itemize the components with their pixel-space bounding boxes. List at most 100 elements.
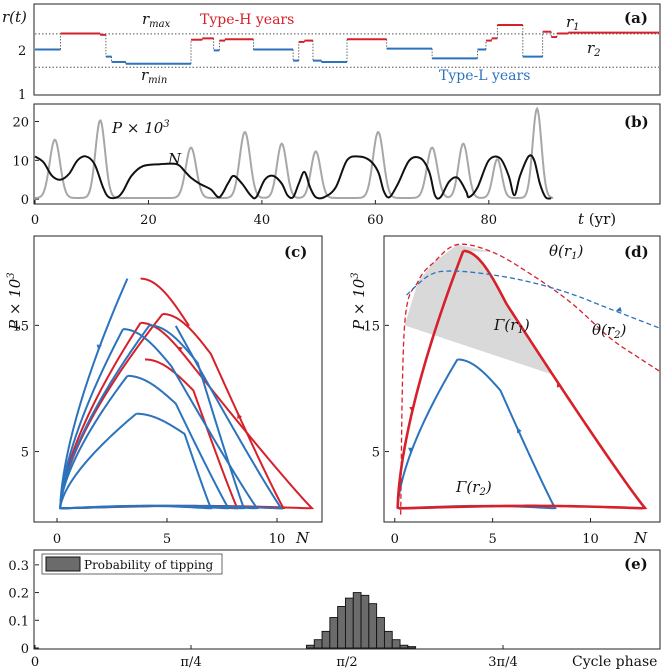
histogram-bar-10: [383, 630, 393, 649]
tipping-region-shade: [404, 244, 553, 375]
type-l-trajectory-4: [59, 412, 213, 510]
p-series-label: P × 103: [111, 119, 170, 137]
panel-e: (e) Probability of tipping 0 π/4 π/2 3π/400…: [8, 549, 661, 670]
type-l-trajectory-0: [59, 278, 284, 510]
type-h-label: Type-H years: [200, 12, 294, 28]
panel-c-arrow-red-1: [237, 412, 243, 419]
panel-d-frame: [383, 235, 661, 523]
panel-e-bars: [305, 592, 417, 649]
panel-a: (a) r(t) 2 1 rmax rmin Type-H years Type…: [2, 3, 661, 103]
histogram-bar-7: [360, 594, 370, 649]
panel-e-xtick-1: π/4: [180, 655, 201, 670]
type-l-trajectory-1: [59, 324, 246, 510]
panel-e-xtick-3: 3π/4: [488, 655, 517, 670]
panel-c-xtick-10: 10: [269, 532, 286, 547]
n-series-label: N: [167, 150, 182, 168]
panel-d-arrow-red-right: [556, 381, 562, 388]
type-h-trajectory-0: [140, 277, 190, 327]
panel-d-xtick-0: 0: [391, 532, 399, 547]
panel-c-ticks: 0 5 10 5 15: [12, 319, 285, 547]
panel-b-xtick-20: 20: [140, 213, 157, 228]
panel-c-arrow-blue: [96, 344, 102, 351]
panel-d-xtick-5: 5: [489, 532, 497, 547]
type-l-label: Type-L years: [439, 68, 530, 84]
panel-d-arrow-blue-right: [516, 427, 522, 434]
histogram-bar-4: [337, 605, 346, 649]
panel-b-ytick-10: 10: [12, 154, 29, 169]
panel-c-xlabel: N: [295, 529, 310, 547]
panel-b-xtick-40: 40: [254, 213, 271, 228]
panel-d-series: [396, 243, 660, 515]
panel-b-ticks: 0 20 40 60 80 0 10 20: [12, 116, 497, 228]
panel-d-ytick-15: 15: [363, 319, 380, 334]
type-l-trajectory-2: [59, 328, 259, 510]
gamma-r2-cycle: [396, 358, 557, 510]
panel-d-xlabel: N: [633, 529, 648, 547]
panel-b-series: [34, 106, 554, 200]
histogram-bar-13: [407, 646, 417, 649]
histogram-bar-6: [352, 592, 362, 649]
panel-b-label: (b): [624, 113, 649, 131]
theta-r1-label: θ(r1): [549, 242, 583, 262]
panel-a-step-series: [35, 24, 659, 65]
theta-r2-curve: [406, 270, 660, 329]
panel-b-frame: [33, 103, 661, 205]
panel-a-reference-lines: [35, 33, 659, 68]
panel-c-xtick-5: 5: [163, 532, 171, 547]
histogram-bar-2: [321, 630, 331, 649]
panel-c-arrow-red-2: [176, 346, 183, 352]
panel-c-series: [59, 277, 315, 510]
legend-swatch: [45, 556, 81, 572]
panel-d-xtick-10: 10: [582, 532, 599, 547]
panel-a-ytick-2: 2: [18, 44, 26, 59]
panel-e-ytick-3: 0.3: [8, 559, 29, 574]
panel-a-label: (a): [624, 9, 648, 27]
theta-r1-curve: [400, 243, 660, 515]
panel-d-ytick-5: 5: [372, 446, 380, 461]
series-n-line: [34, 154, 552, 200]
panel-c-ytick-15: 15: [12, 319, 29, 334]
panel-b-xtick-0: 0: [31, 213, 39, 228]
r1-label: r1: [566, 13, 580, 33]
histogram-bar-3: [329, 617, 339, 649]
panel-b-xtick-80: 80: [481, 213, 498, 228]
panel-b: (b) 0 20 40 60 80 0 10 20 P × 103 N t (yr): [12, 103, 661, 228]
panel-d-arrow-theta-r2: [615, 306, 622, 312]
panel-b-xlabel: t (yr): [578, 210, 616, 228]
type-h-trajectory-3: [137, 358, 239, 510]
panel-c-ylabel: P × 103: [6, 272, 24, 331]
histogram-bar-9: [376, 617, 385, 649]
panel-c-frame: [33, 235, 323, 523]
histogram-bar-5: [344, 597, 354, 649]
panel-e-ticks: 0 π/4 π/2 3π/4 0 0.1 0.2 0.3: [8, 559, 517, 670]
legend-box: [41, 553, 223, 575]
panel-e-xlabel: Cycle phase: [572, 654, 657, 670]
r-max-label: rmax: [142, 10, 171, 30]
legend-label: Probability of tipping: [84, 558, 214, 572]
panel-a-ytick-1: 1: [18, 88, 26, 103]
panel-e-label: (e): [624, 555, 648, 573]
panel-b-ytick-20: 20: [12, 116, 29, 131]
r-min-label: rmin: [141, 66, 167, 86]
panel-e-ytick-1: 0.1: [8, 614, 29, 629]
r2-label: r2: [587, 39, 601, 59]
panel-d-ticks: 0 5 10 5 15: [363, 319, 598, 547]
panel-e-ytick-0: 0: [21, 642, 29, 657]
panel-e-ytick-2: 0.2: [8, 587, 29, 602]
panel-c-ytick-5: 5: [21, 446, 29, 461]
panel-b-ytick-0: 0: [21, 193, 29, 208]
panel-d-arrow-red-left: [409, 407, 415, 413]
gamma-r2-label: Γ(r2): [455, 478, 492, 498]
gamma-r1-label: Γ(r1): [493, 316, 530, 336]
panel-d-arrow-blue-left: [408, 447, 414, 454]
histogram-bar-11: [391, 639, 401, 649]
panel-d-ylabel: P × 103: [350, 272, 368, 331]
histogram-bar-12: [399, 644, 409, 649]
panel-e-xtick-0: 0: [31, 655, 39, 670]
type-l-trajectory-3: [59, 374, 231, 510]
histogram-bar-8: [368, 603, 378, 649]
panel-a-ylabel: r(t): [2, 8, 27, 26]
panel-e-xtick-2: π/2: [336, 655, 357, 670]
theta-r2-label: θ(r2): [592, 321, 626, 341]
